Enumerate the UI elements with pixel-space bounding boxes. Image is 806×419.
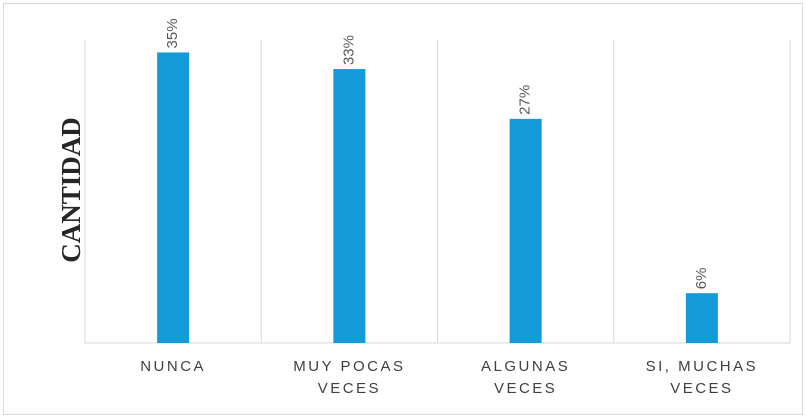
- bar: [685, 293, 718, 343]
- data-label: 33%: [340, 35, 357, 65]
- data-label: 27%: [517, 85, 534, 115]
- x-tick-label: NUNCA: [140, 358, 207, 375]
- x-tick-label: SI, MUCHAS VECES: [645, 358, 759, 397]
- bar: [157, 52, 190, 343]
- data-label: 35%: [164, 18, 181, 48]
- x-tick-label: ALGUNAS VECES: [481, 358, 571, 397]
- chart-border: [3, 3, 803, 415]
- bar: [509, 118, 542, 344]
- y-axis-label: CANTIDAD: [56, 117, 86, 263]
- x-tick-label: MUY POCAS VECES: [293, 358, 406, 397]
- bar: [333, 69, 366, 343]
- data-label: 6%: [693, 268, 710, 290]
